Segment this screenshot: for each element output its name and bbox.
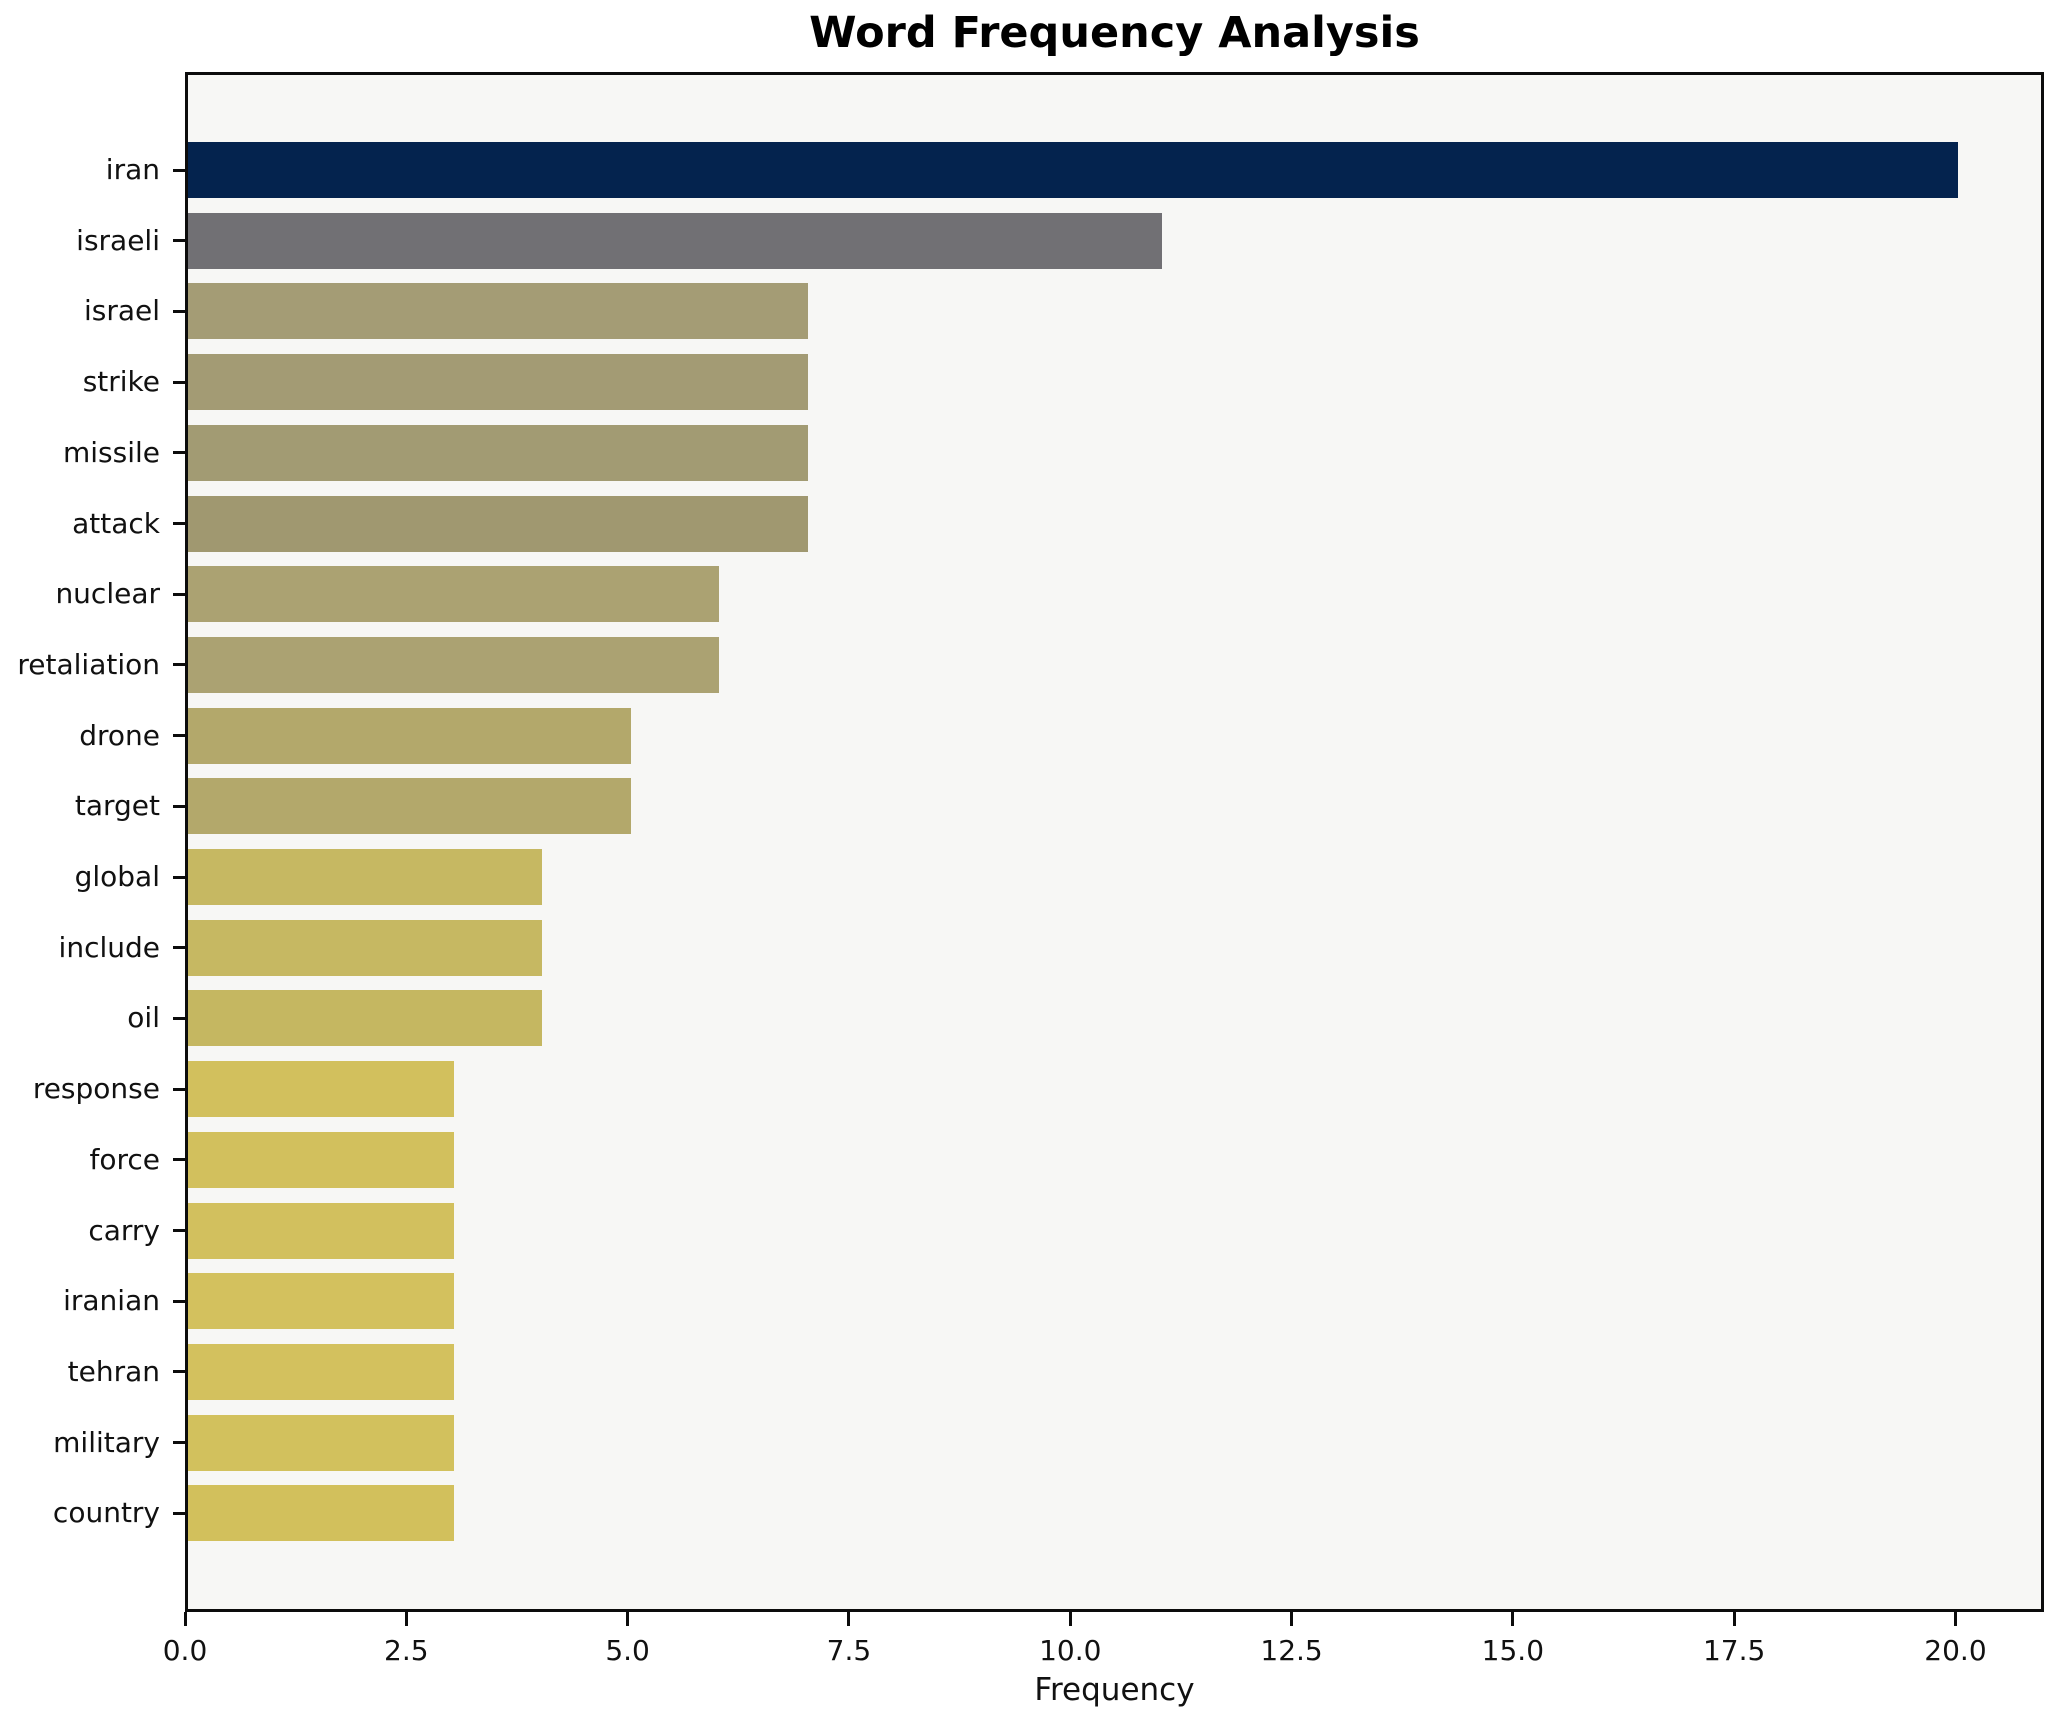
xtick-label-20.0: 20.0 [1924, 1634, 1987, 1667]
xtick-label-0.0: 0.0 [162, 1634, 208, 1667]
bar-target [188, 778, 631, 835]
ytick-label-force: force [89, 1142, 160, 1176]
ytick-mark-israel [173, 309, 185, 313]
ytick-label-israel: israel [83, 294, 160, 328]
bar-missile [188, 424, 808, 481]
ytick-label-country: country [52, 1496, 160, 1530]
ytick-label-military: military [53, 1425, 160, 1459]
ytick-mark-include [173, 946, 185, 950]
ytick-label-nuclear: nuclear [55, 577, 160, 611]
ytick-mark-tehran [173, 1370, 185, 1374]
bar-tehran [188, 1343, 454, 1400]
bar-nuclear [188, 566, 719, 623]
bar-carry [188, 1202, 454, 1259]
bar-global [188, 849, 542, 905]
ytick-label-tehran: tehran [67, 1354, 160, 1388]
bar-iran [188, 142, 1958, 198]
ytick-mark-iran [173, 168, 185, 172]
xtick-mark-7.5 [847, 1612, 851, 1626]
ytick-label-include: include [58, 930, 160, 964]
ytick-label-iran: iran [105, 153, 160, 186]
bar-oil [188, 990, 542, 1047]
xtick-label-17.5: 17.5 [1702, 1634, 1766, 1667]
bar-include [188, 919, 542, 976]
ytick-label-missile: missile [62, 435, 160, 469]
ytick-mark-attack [173, 522, 185, 525]
ytick-mark-response [173, 1087, 185, 1091]
ytick-mark-retaliation [173, 663, 185, 667]
xtick-label-2.5: 2.5 [384, 1634, 429, 1667]
xtick-mark-12.5 [1290, 1612, 1294, 1626]
ytick-mark-force [173, 1158, 185, 1162]
bar-iranian [188, 1273, 454, 1330]
ytick-mark-israeli [173, 239, 185, 243]
xtick-mark-2.5 [404, 1612, 408, 1626]
xtick-mark-15.0 [1511, 1612, 1515, 1626]
xtick-label-12.5: 12.5 [1260, 1634, 1323, 1667]
ytick-label-attack: attack [72, 506, 160, 540]
ytick-mark-oil [173, 1016, 185, 1020]
ytick-mark-target [173, 804, 185, 808]
xtick-label-15.0: 15.0 [1481, 1634, 1545, 1667]
bar-response [188, 1061, 454, 1118]
bar-israel [188, 283, 808, 340]
ytick-label-global: global [74, 860, 160, 893]
x-axis-label: Frequency [1034, 1672, 1195, 1708]
ytick-mark-iranian [173, 1299, 185, 1303]
ytick-label-carry: carry [88, 1213, 160, 1247]
bar-military [188, 1414, 454, 1471]
ytick-mark-missile [173, 451, 185, 455]
ytick-mark-strike [173, 380, 185, 384]
ytick-label-target: target [74, 789, 160, 823]
xtick-label-5.0: 5.0 [605, 1634, 650, 1667]
ytick-label-strike: strike [82, 365, 160, 399]
bar-drone [188, 707, 631, 764]
xtick-mark-20.0 [1953, 1612, 1957, 1626]
bar-force [188, 1131, 454, 1188]
bar-retaliation [188, 636, 719, 693]
xtick-label-7.5: 7.5 [826, 1634, 872, 1667]
ytick-label-israeli: israeli [76, 223, 160, 257]
xtick-mark-17.5 [1732, 1612, 1736, 1626]
xtick-mark-5.0 [626, 1612, 630, 1626]
bar-attack [188, 495, 808, 552]
ytick-mark-carry [173, 1229, 185, 1232]
bar-country [188, 1485, 454, 1542]
chart-title: Word Frequency Analysis [809, 8, 1420, 58]
xtick-mark-0.0 [183, 1612, 187, 1626]
bar-strike [188, 354, 808, 411]
ytick-mark-military [173, 1441, 185, 1445]
xtick-mark-10.0 [1068, 1612, 1072, 1626]
ytick-label-oil: oil [127, 1001, 160, 1035]
ytick-mark-global [173, 875, 185, 879]
ytick-mark-country [173, 1511, 185, 1515]
ytick-mark-drone [173, 734, 185, 738]
ytick-label-response: response [32, 1072, 160, 1106]
xtick-label-10.0: 10.0 [1039, 1634, 1102, 1667]
bar-israeli [188, 212, 1162, 269]
ytick-label-drone: drone [79, 718, 160, 752]
ytick-label-iranian: iranian [63, 1284, 160, 1318]
ytick-mark-nuclear [173, 592, 185, 596]
ytick-label-retaliation: retaliation [17, 647, 160, 681]
